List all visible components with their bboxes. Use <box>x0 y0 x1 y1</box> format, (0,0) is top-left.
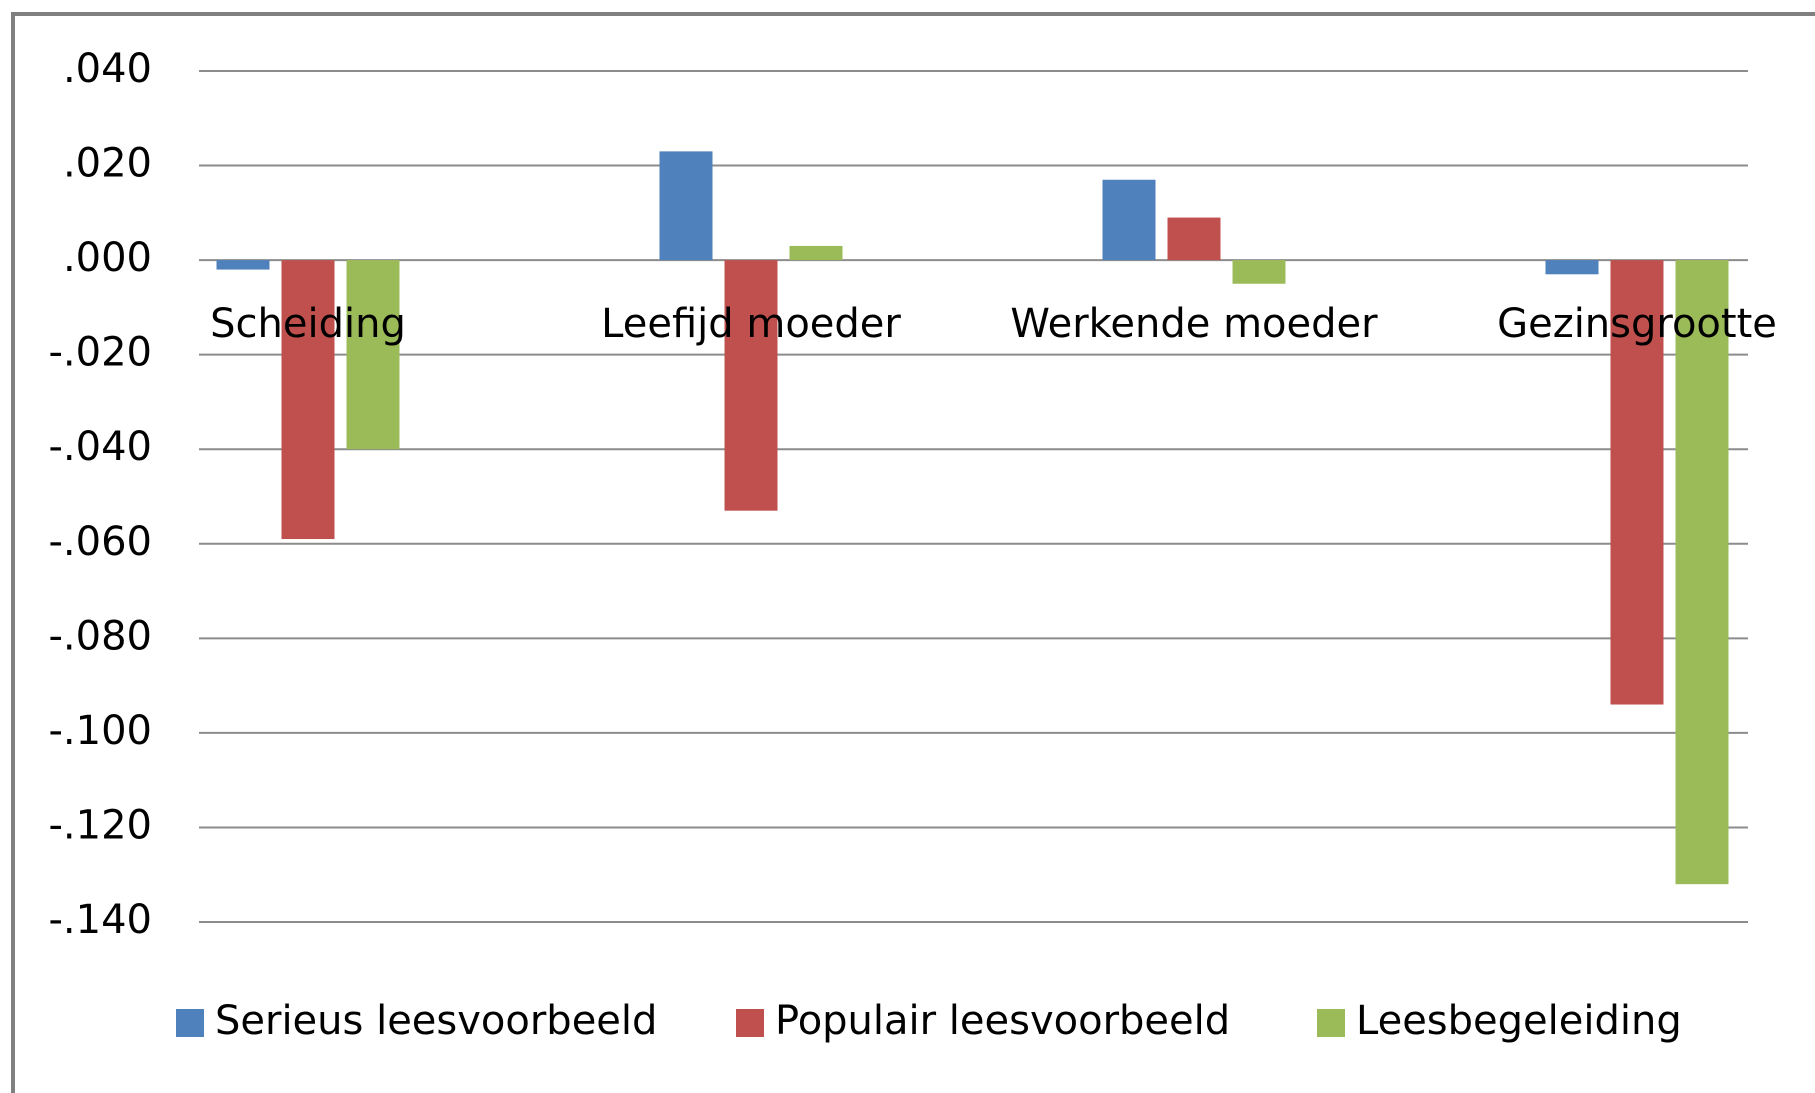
y-tick-label: -.080 <box>49 613 153 659</box>
bar <box>1167 217 1221 261</box>
legend-swatch <box>176 1009 204 1037</box>
y-tick-label: -.100 <box>49 708 153 754</box>
bar <box>789 245 843 261</box>
bar <box>724 260 778 511</box>
bar <box>659 151 713 261</box>
bar <box>1610 260 1664 705</box>
legend-label: Populair leesvoorbeeld <box>775 998 1230 1044</box>
y-tick-label: -.020 <box>49 330 153 376</box>
x-tick-label: Scheiding <box>210 301 406 347</box>
y-tick-label: .000 <box>63 235 152 281</box>
y-tick-label: -.140 <box>49 897 153 943</box>
chart-border <box>11 12 1815 1093</box>
x-tick-label: Leefijd moeder <box>601 301 901 347</box>
y-tick-label: .040 <box>63 46 152 92</box>
legend-swatch <box>1317 1009 1345 1037</box>
bar <box>1232 260 1286 284</box>
y-tick-label: -.040 <box>49 424 153 470</box>
bar <box>1545 260 1599 275</box>
x-tick-label: Gezinsgrootte <box>1497 301 1777 347</box>
bar <box>1675 260 1729 885</box>
legend-swatch <box>736 1009 764 1037</box>
bar <box>1102 179 1156 261</box>
y-tick-label: -.060 <box>49 519 153 565</box>
y-tick-label: -.120 <box>49 802 153 848</box>
legend-label: Serieus leesvoorbeeld <box>215 998 657 1044</box>
bar <box>346 260 400 450</box>
bar <box>216 260 270 270</box>
bar <box>281 260 335 540</box>
y-tick-label: .020 <box>63 141 152 187</box>
legend-label: Leesbegeleiding <box>1356 998 1682 1044</box>
x-tick-label: Werkende moeder <box>1010 301 1378 347</box>
